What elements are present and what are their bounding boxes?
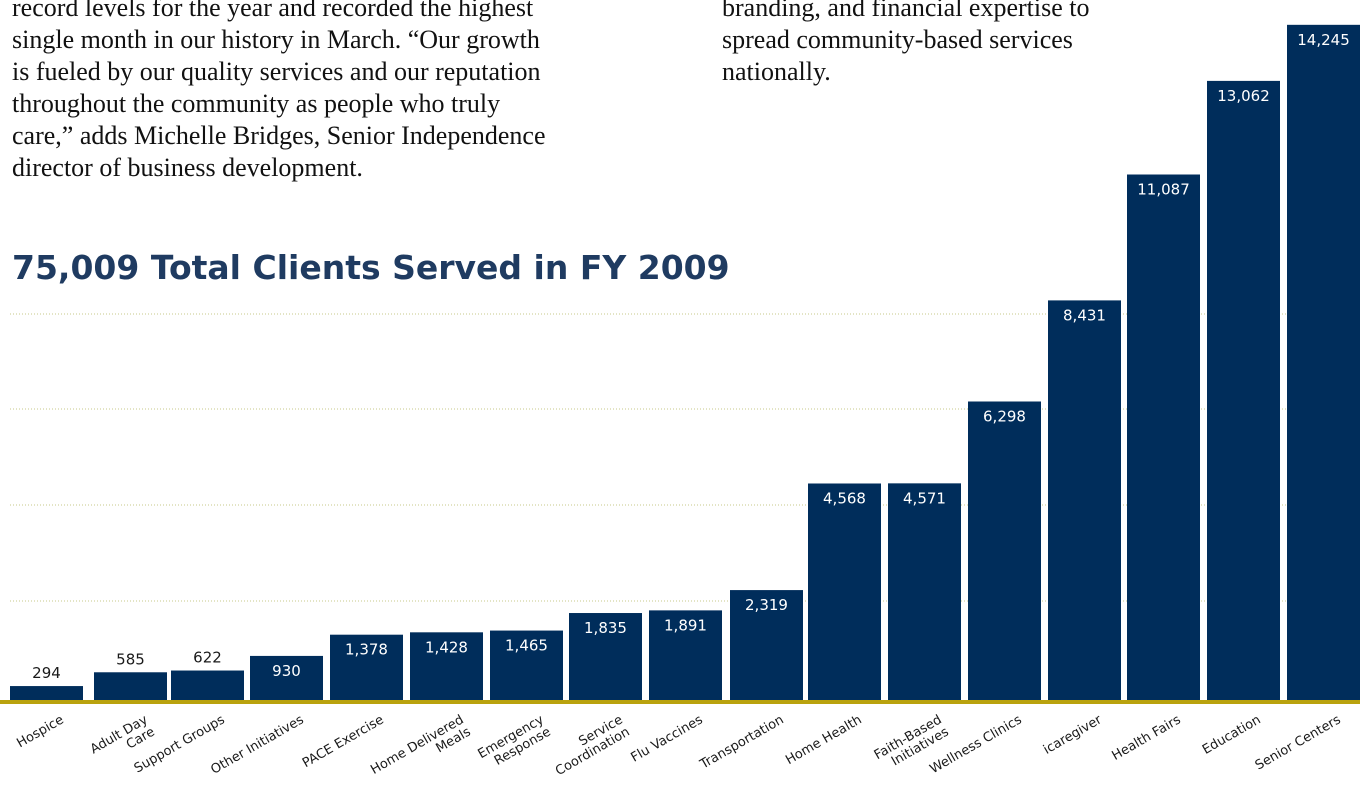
category-label-line: Senior Centers [1253,712,1344,773]
category-label: Education [1200,712,1264,757]
category-label: Flu Vaccines [629,712,706,765]
bar [410,632,483,700]
value-label: 1,465 [505,637,548,655]
category-label-line: Education [1200,712,1264,757]
value-label: 1,835 [584,619,627,637]
value-label: 930 [272,662,301,680]
bar [808,483,881,700]
value-label: 1,378 [345,641,388,659]
bar [250,655,323,700]
category-label-line: icaregiver [1041,712,1105,758]
bar [569,613,642,700]
value-label: 622 [193,649,222,667]
category-label: EmergencyResponse [475,712,553,774]
bar [1048,300,1121,700]
bar [968,401,1041,700]
category-label: Health Fairs [1109,712,1183,764]
category-label: ServiceCoordination [546,712,632,779]
bar [1127,174,1200,700]
value-labels: 294 585 622 930 1,378 1,428 1,465 1,835 1,891 2,3… [32,31,1350,682]
bar [171,670,244,700]
value-label: 1,891 [664,616,707,634]
value-label: 4,571 [903,489,946,507]
category-label-line: Transportation [697,712,787,772]
value-label: 6,298 [983,407,1026,425]
value-label: 2,319 [745,596,788,614]
value-label: 8,431 [1063,306,1106,324]
category-label: Senior Centers [1253,712,1344,773]
category-label: Home Health [783,712,864,768]
category-label: Transportation [697,712,787,772]
value-label: 13,062 [1217,87,1270,105]
bar [330,634,403,700]
bar [1287,24,1360,700]
bar [10,686,83,700]
bars [10,24,1360,701]
bar [888,483,961,700]
value-label: 14,245 [1297,31,1350,49]
bar [490,630,563,700]
article-paragraph-left: record levels for the year and recorded … [12,0,546,182]
category-label-line: Home Health [783,712,864,768]
category-label-line: Hospice [14,712,66,751]
value-label: 294 [32,664,61,682]
chart-title: 75,009 Total Clients Served in FY 2009 [12,248,730,287]
category-label: Hospice [14,712,66,751]
bar [1207,80,1280,701]
bar [94,672,167,700]
category-label: icaregiver [1041,712,1105,758]
bar [730,590,803,700]
value-label: 4,568 [823,489,866,507]
bar [649,610,722,700]
article-paragraph-right: branding, and financial expertise to spr… [722,0,1090,86]
category-label-line: Health Fairs [1109,712,1183,764]
value-label: 1,428 [425,638,468,656]
value-label: 11,087 [1137,181,1190,199]
value-label: 585 [116,650,145,668]
category-label-line: Flu Vaccines [629,712,706,765]
